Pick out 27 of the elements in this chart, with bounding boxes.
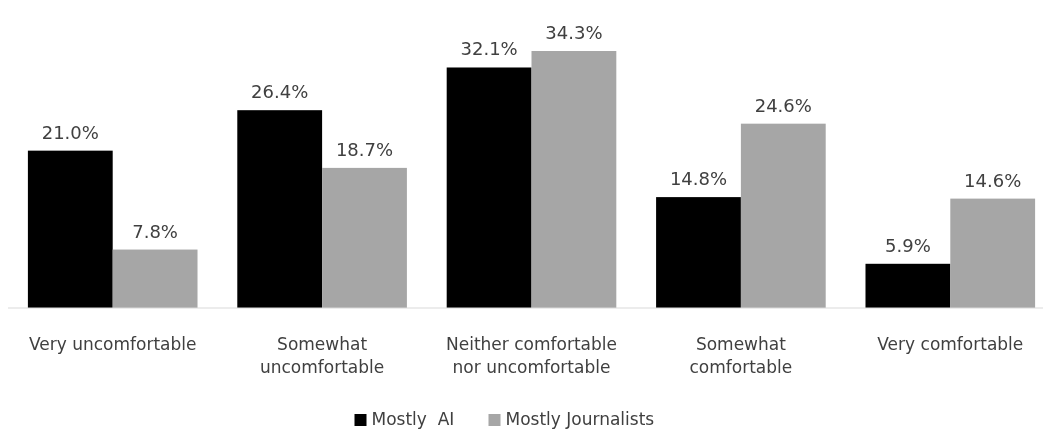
bar — [446, 67, 532, 308]
x-tick-label: Very uncomfortable — [28, 334, 197, 354]
bar — [740, 123, 826, 308]
data-label: 32.1% — [460, 38, 518, 60]
bar — [950, 198, 1036, 308]
data-label: 21.0% — [41, 121, 99, 143]
data-label: 34.3% — [545, 22, 603, 43]
legend-label: Mostly AI — [371, 409, 455, 429]
bar — [112, 249, 198, 308]
data-label: 14.6% — [964, 169, 1022, 191]
data-label: 7.8% — [132, 220, 178, 242]
x-tick-label: Neither comfortable nor uncomfortable — [446, 334, 617, 377]
bar — [237, 110, 323, 308]
x-tick-label: Very comfortable — [877, 334, 1024, 354]
data-label: 14.8% — [669, 168, 728, 190]
bar — [531, 51, 617, 308]
x-tick-label: Somewhat uncomfortable — [259, 334, 385, 377]
x-tick-label: Somewhat comfortable — [689, 334, 793, 377]
legend-label: Mostly Journalists — [505, 409, 655, 429]
data-label: 26.4% — [251, 81, 309, 103]
data-label: 24.6% — [754, 94, 812, 116]
data-label: 18.7% — [335, 138, 394, 160]
data-label: 5.9% — [885, 234, 931, 256]
bar — [322, 167, 407, 308]
bar — [865, 263, 951, 308]
bar — [656, 197, 741, 308]
bar — [27, 150, 113, 308]
